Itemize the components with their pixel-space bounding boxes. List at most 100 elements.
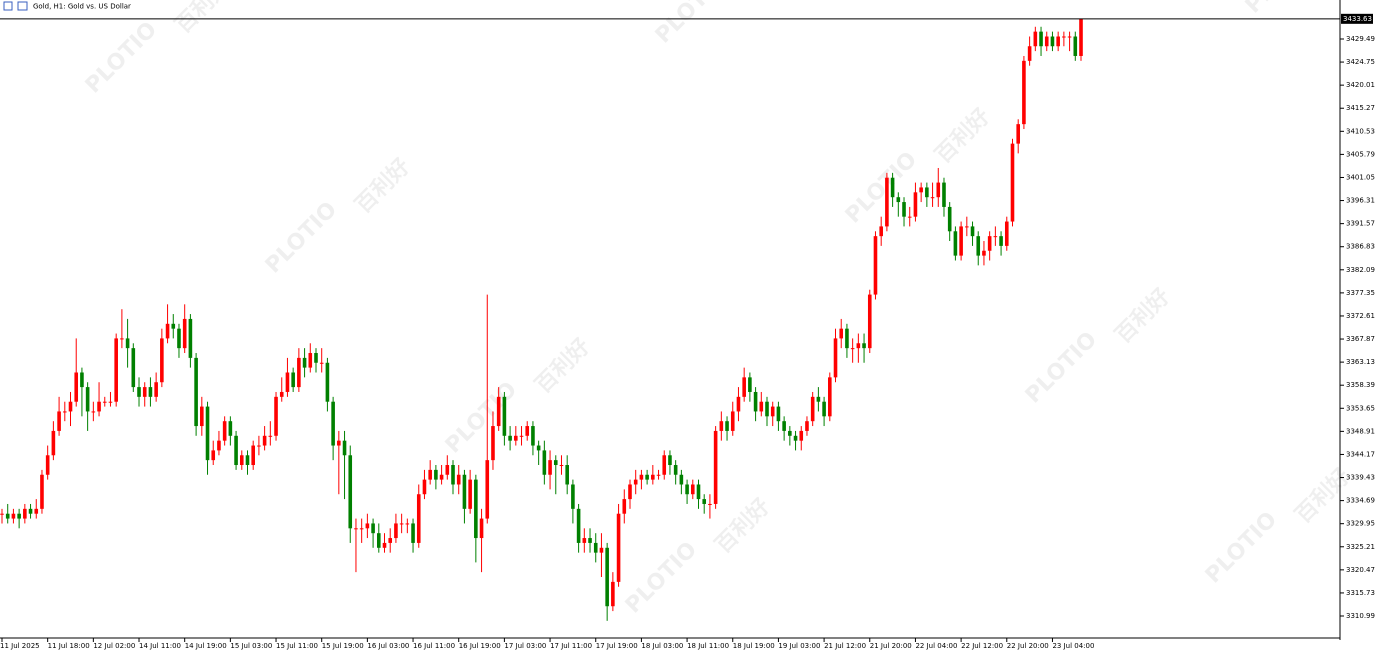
candle-body [496,396,501,427]
candle-body [1010,143,1015,222]
candle-body [519,435,524,437]
candle-body [131,348,136,388]
y-tick-label: 3410.53 [1346,127,1375,135]
candle-body [388,538,393,543]
y-tick-label: 3429.49 [1346,35,1375,43]
candle-body [474,479,478,539]
candle-body [451,465,455,485]
candle-body [947,206,952,232]
y-tick-label: 3320.47 [1346,566,1375,574]
candle-body [896,197,901,203]
candle-body [285,372,290,392]
x-tick-label: 17 Jul 19:00 [596,642,638,650]
last-price-box [1341,13,1373,24]
y-tick-label: 3353.65 [1346,404,1375,412]
x-tick-label: 19 Jul 03:00 [778,642,820,650]
candle-body [565,465,569,485]
candle-body [982,250,986,256]
candle-body [222,421,227,441]
candle-body [376,533,381,548]
candle-body [331,401,335,446]
candle-body [337,440,341,446]
candle-body [1022,60,1026,125]
candle-body [925,187,929,198]
candle-body [1067,36,1072,38]
candle-body [713,430,718,504]
candle-body [828,377,832,417]
candle-body [856,343,861,349]
candle-body [0,513,4,515]
candle-body [462,474,467,509]
y-tick-label: 3358.39 [1346,381,1375,389]
candle-body [890,177,895,198]
candle-body [217,440,221,451]
candle-body [74,372,79,402]
candle-body [765,401,769,417]
candle-body [17,513,21,519]
y-tick-label: 3315.73 [1346,589,1375,597]
candle-body [736,396,741,412]
candle-body [182,318,187,349]
x-tick-label: 11 Jul 2025 [0,642,40,650]
candle-body [439,474,444,480]
candle-body [622,499,627,514]
candle-body [502,396,507,436]
plot: 3310.99 3315.73 3320.47 3325.21 3329.95 3334.… [0,13,1375,650]
y-tick-label: 3386.83 [1346,243,1375,251]
x-tick-label: 22 Jul 04:00 [915,642,957,650]
y-tick-label: 3329.95 [1346,520,1375,528]
candle-body [553,460,558,466]
candle-body [456,474,461,485]
candle-body [297,357,301,388]
candle-body [696,484,701,500]
candle-body [525,426,530,436]
candle-body [708,503,712,505]
candle-body [576,508,581,543]
candle-body [571,484,575,509]
candle-body [850,348,855,350]
candle-body [548,460,552,475]
candle-body [211,450,216,461]
candle-body [325,362,330,402]
candle-body [434,469,438,480]
candle-body [11,513,16,519]
candle-body [1050,36,1055,47]
candle-body [965,226,969,228]
y-tick-label: 3367.87 [1346,335,1375,343]
candle-body [959,226,963,256]
candle-body [274,396,278,436]
candle-body [536,445,541,451]
x-tick-label: 11 Jul 18:00 [48,642,90,650]
candle-body [28,508,33,514]
candle-body [879,226,883,237]
candle-body [599,547,604,553]
candle-body [382,542,387,548]
candle-body [302,357,307,368]
candle-body [782,421,786,431]
candle-body [348,455,353,529]
candle-body [428,469,432,480]
candle-body [862,343,866,349]
candle-body [57,411,61,431]
y-tick-label: 3363.13 [1346,358,1375,366]
y-tick-label: 3334.69 [1346,497,1375,505]
x-tick-label: 17 Jul 11:00 [550,642,592,650]
candle-body [245,455,250,466]
candle-body [23,508,27,519]
candle-body [416,494,421,543]
candle-body [262,435,267,446]
candle-body [719,421,724,431]
candle-body [394,523,398,539]
candle-body [514,435,518,441]
candle-body [1033,31,1038,47]
candle-body [485,460,490,519]
x-tick-label: 21 Jul 20:00 [870,642,912,650]
candle-body [559,465,564,467]
x-tick-label: 12 Jul 02:00 [93,642,135,650]
candle-body [399,523,404,525]
x-tick-label: 17 Jul 03:00 [504,642,546,650]
y-tick-label: 3405.79 [1346,150,1375,158]
x-tick-label: 14 Jul 11:00 [139,642,181,650]
y-tick-label: 3377.35 [1346,289,1375,297]
candle-body [1079,18,1083,56]
